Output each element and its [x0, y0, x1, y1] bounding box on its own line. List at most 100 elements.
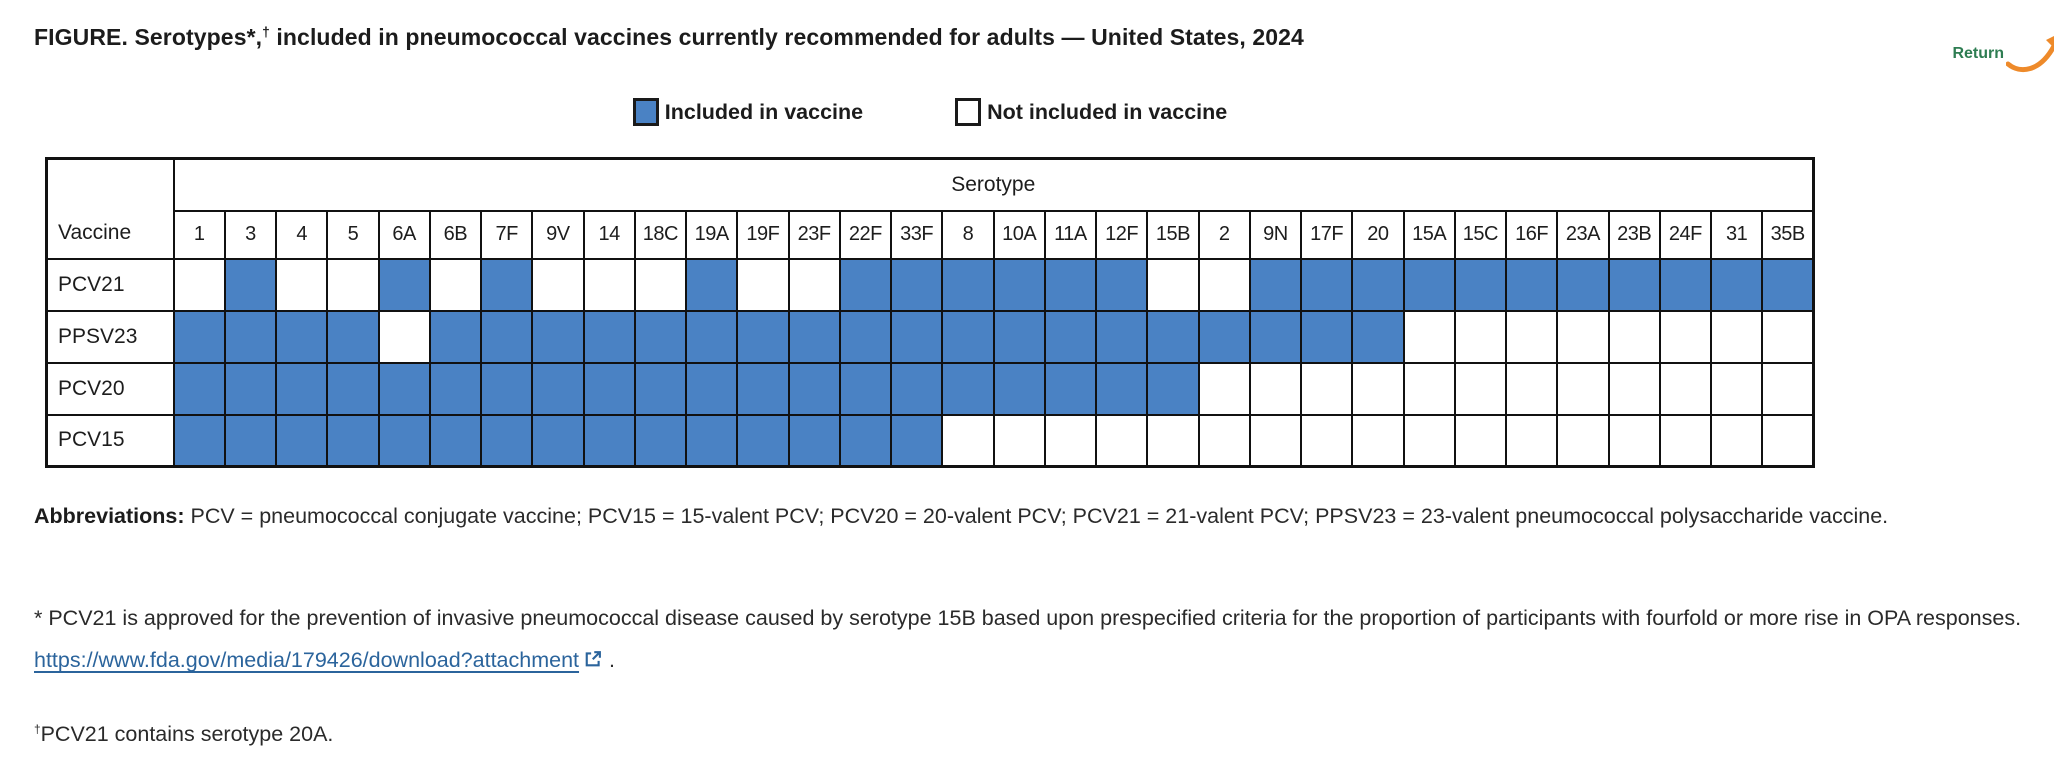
not-included-cell: [1761, 309, 1815, 364]
not-included-cell: [1504, 309, 1559, 364]
included-cell: [1504, 257, 1559, 312]
serotype-col-header: 15B: [1146, 209, 1200, 260]
not-included-cell: [736, 257, 790, 312]
serotype-col-header: 9V: [531, 209, 585, 260]
fda-link-text: https://www.fda.gov/media/179426/downloa…: [34, 648, 580, 672]
included-cell: [1709, 257, 1764, 312]
vaccine-row-header: PCV15: [45, 413, 175, 468]
vaccine-row: PCV15: [45, 413, 1815, 468]
serotype-col-header: 3: [223, 209, 278, 260]
included-cell: [1761, 257, 1815, 312]
vaccine-row-header: PCV21: [45, 257, 175, 312]
not-included-cell: [1402, 309, 1456, 364]
included-cell: [274, 361, 329, 416]
included-cell: [479, 257, 534, 312]
legend-item-included: Included in vaccine: [632, 98, 864, 126]
not-included-cell: [274, 257, 329, 312]
dagger-footnote: †PCV21 contains serotype 20A.: [34, 708, 1234, 755]
legend: Included in vaccine Not included in vacc…: [45, 98, 1815, 126]
serotype-col-header: 16F: [1504, 209, 1559, 260]
not-included-cell: [1607, 413, 1661, 468]
included-cell: [1146, 309, 1200, 364]
included-cell: [838, 413, 893, 468]
serotype-col-header: 19A: [684, 209, 739, 260]
included-cell: [274, 413, 329, 468]
included-cell: [941, 309, 995, 364]
included-cell: [223, 257, 278, 312]
included-cell: [889, 309, 944, 364]
included-cell: [428, 413, 483, 468]
return-control: Return: [1952, 26, 2054, 82]
serotype-table-wrapper: Vaccine Serotype 1 3 4 5 6A 6B 7F 9V 14 18C 19A 19F…: [45, 157, 1815, 468]
serotype-col-header: 24F: [1658, 209, 1713, 260]
not-included-cell: [326, 257, 380, 312]
return-link[interactable]: Return: [1952, 45, 2004, 62]
included-cell: [1248, 257, 1303, 312]
included-cell: [582, 413, 636, 468]
not-included-cell: [1709, 413, 1764, 468]
title-dagger-marker: †: [262, 24, 270, 40]
serotype-col-header: 23F: [787, 209, 841, 260]
included-cell: [428, 309, 483, 364]
included-cell: [992, 257, 1046, 312]
included-cell: [531, 309, 585, 364]
vaccine-column-header: Vaccine: [45, 157, 175, 260]
not-included-cell: [941, 413, 995, 468]
included-cell: [1607, 257, 1661, 312]
legend-item-not-included: Not included in vaccine: [955, 98, 1227, 126]
not-included-cell: [1351, 413, 1405, 468]
legend-included-label: Included in vaccine: [664, 99, 864, 124]
included-cell: [223, 413, 278, 468]
serotype-col-header: 4: [274, 209, 329, 260]
included-cell: [1299, 257, 1354, 312]
included-cell: [633, 309, 688, 364]
fda-download-link[interactable]: https://www.fda.gov/media/179426/downloa…: [34, 648, 603, 672]
included-cell: [377, 413, 431, 468]
not-included-cell: [1556, 309, 1610, 364]
included-cell: [1094, 309, 1149, 364]
included-cell: [1146, 361, 1200, 416]
not-included-cell: [1658, 413, 1713, 468]
serotype-group-header-cell: Serotype: [172, 157, 1815, 212]
serotype-col-header: 18C: [633, 209, 688, 260]
included-cell: [736, 309, 790, 364]
not-included-cell: [428, 257, 483, 312]
serotype-col-header: 35B: [1761, 209, 1815, 260]
included-cell: [684, 257, 739, 312]
not-included-cell: [1709, 361, 1764, 416]
included-cell: [1556, 257, 1610, 312]
included-cell: [582, 309, 636, 364]
not-included-cell: [1607, 361, 1661, 416]
not-included-cell: [1556, 361, 1610, 416]
serotype-col-header: 23B: [1607, 209, 1661, 260]
asterisk-footnote-period: .: [603, 648, 615, 672]
included-cell: [787, 309, 841, 364]
legend-not-included-label: Not included in vaccine: [987, 99, 1228, 124]
dagger-footnote-text: PCV21 contains serotype 20A.: [40, 722, 334, 747]
included-cell: [1453, 257, 1508, 312]
included-cell: [172, 413, 226, 468]
included-cell: [479, 361, 534, 416]
serotype-col-header: 20: [1351, 209, 1405, 260]
vaccine-row: PCV20: [45, 361, 1815, 416]
not-included-cell: [1709, 309, 1764, 364]
included-cell: [1248, 309, 1303, 364]
not-included-cell: [1197, 361, 1251, 416]
included-cell: [1351, 257, 1405, 312]
included-cell: [1299, 309, 1354, 364]
not-included-cell: [1504, 413, 1559, 468]
vaccine-row-header: PPSV23: [45, 309, 175, 364]
included-cell: [838, 257, 893, 312]
serotype-col-header: 1: [172, 209, 226, 260]
included-cell: [1043, 309, 1098, 364]
not-included-cell: [1761, 361, 1815, 416]
included-cell: [428, 361, 483, 416]
figure-title-text: FIGURE. Serotypes*,: [34, 24, 263, 50]
included-cell: [531, 413, 585, 468]
serotype-col-header: 14: [582, 209, 636, 260]
included-cell: [838, 361, 893, 416]
not-included-cell: [172, 257, 226, 312]
not-included-cell: [1402, 413, 1456, 468]
not-included-cell: [377, 309, 431, 364]
included-cell: [1043, 257, 1098, 312]
